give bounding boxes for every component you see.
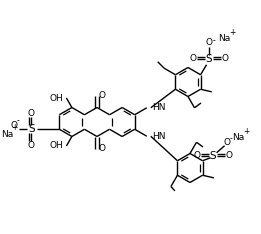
Text: O: O	[189, 54, 196, 63]
Text: O: O	[98, 91, 105, 100]
Text: +: +	[243, 127, 250, 136]
Text: S: S	[28, 124, 35, 134]
Text: Na: Na	[218, 34, 231, 43]
Text: O: O	[11, 121, 18, 130]
Text: OH: OH	[50, 95, 63, 103]
Text: Na: Na	[1, 130, 14, 139]
Text: O: O	[221, 54, 228, 63]
Text: HN: HN	[152, 103, 165, 112]
Text: O: O	[205, 38, 212, 47]
Text: O: O	[223, 138, 230, 147]
Text: HN: HN	[152, 132, 165, 141]
Text: -: -	[229, 134, 232, 143]
Text: OH: OH	[50, 141, 63, 150]
Text: +: +	[229, 28, 236, 37]
Text: O: O	[28, 141, 35, 150]
Text: O: O	[28, 109, 35, 118]
Text: O: O	[98, 144, 105, 153]
Text: O: O	[225, 151, 232, 160]
Text: Na: Na	[233, 133, 245, 142]
Text: -: -	[17, 116, 20, 125]
Text: -: -	[212, 36, 215, 45]
Text: +: +	[11, 123, 17, 132]
Text: S: S	[209, 151, 216, 161]
Text: O: O	[193, 151, 200, 160]
Text: S: S	[205, 54, 212, 64]
